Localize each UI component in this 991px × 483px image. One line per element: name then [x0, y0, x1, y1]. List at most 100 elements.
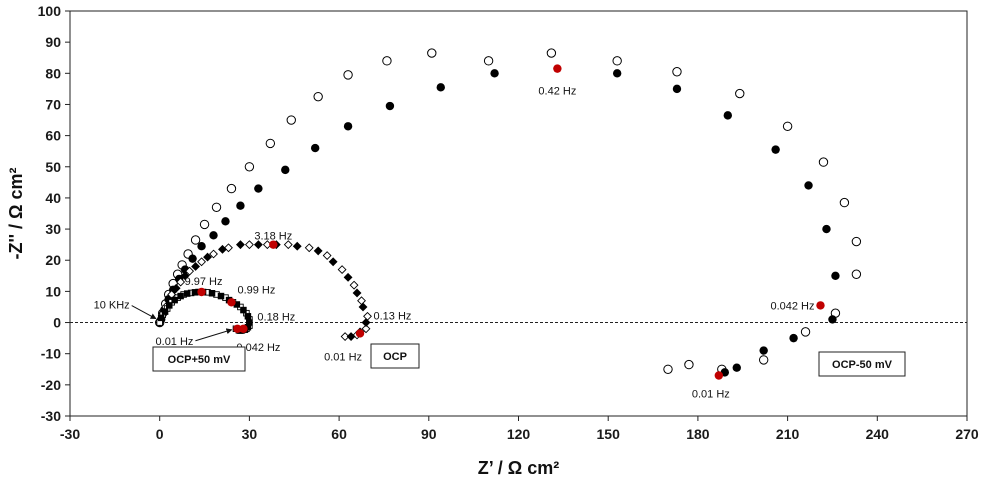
y-axis-ticks: -30 -20 -10 0 10 20 30 40 50 60 70 80 90 100 — [38, 3, 70, 424]
annotation-label: 0.42 Hz — [538, 86, 576, 98]
data-point-filled-diamond — [352, 288, 362, 298]
data-point-open-diamond — [197, 257, 206, 267]
data-point-open-diamond — [185, 266, 195, 276]
data-point-open-circle — [427, 48, 437, 58]
y-tick-label: 100 — [38, 3, 62, 19]
annotation-label: 0.13 Hz — [374, 310, 412, 322]
arrow-10khz — [131, 305, 157, 320]
y-tick-label: 0 — [53, 315, 61, 331]
data-point-filled-circle — [281, 165, 290, 175]
data-point-filled-diamond — [346, 332, 356, 341]
data-point-filled-square — [157, 314, 165, 322]
data-point-filled-diamond — [358, 302, 368, 312]
data-point-open-diamond — [357, 296, 366, 306]
y-tick-label: 80 — [45, 65, 61, 81]
data-point-filled-circle — [771, 145, 780, 154]
data-point-filled-square — [161, 308, 169, 315]
data-point-open-circle — [782, 121, 793, 131]
condition-box — [152, 346, 246, 372]
x-tick-label: 210 — [776, 426, 800, 442]
data-point-open-diamond — [322, 251, 332, 260]
data-point-filled-square — [244, 313, 252, 320]
annotation-label: 9.97 Hz — [185, 276, 223, 288]
data-point-filled-circle — [789, 333, 798, 343]
data-point-filled-circle — [385, 101, 395, 111]
data-point-filled-circle — [236, 201, 245, 210]
data-point-filled-circle — [490, 69, 499, 78]
data-point-open-diamond — [209, 249, 218, 259]
data-point-filled-diamond — [313, 246, 323, 256]
y-axis-title: -Z'' / Ω cm² — [6, 167, 26, 259]
data-point-filled-diamond — [292, 241, 302, 251]
data-point-red-dot — [269, 240, 278, 249]
condition-box-label: OCP+50 mV — [168, 354, 231, 366]
data-point-filled-circle — [254, 184, 263, 193]
data-point-open-circle — [758, 355, 769, 365]
annotation-label: 3.18 Hz — [254, 231, 292, 243]
data-point-red-dot — [227, 298, 236, 307]
data-point-red-dot — [714, 371, 724, 380]
data-point-open-diamond — [337, 265, 347, 275]
data-point-filled-diamond — [180, 271, 190, 281]
y-tick-label: -20 — [41, 377, 61, 393]
data-point-filled-diamond — [218, 244, 227, 254]
annotation-label: 0.18 Hz — [257, 311, 295, 323]
data-point-open-diamond — [176, 277, 186, 287]
data-point-filled-square — [171, 296, 178, 304]
data-point-open-diamond — [283, 240, 293, 250]
data-point-open-circle — [684, 359, 694, 370]
data-point-filled-square — [177, 292, 184, 300]
data-point-filled-circle — [209, 231, 218, 240]
data-point-open-circle — [199, 219, 210, 230]
data-point-open-circle — [226, 183, 237, 194]
x-tick-label: 30 — [242, 426, 258, 442]
condition-box — [370, 343, 420, 369]
data-point-open-diamond — [361, 324, 371, 334]
annotation-label: 0.042 Hz — [770, 300, 814, 312]
data-point-filled-circle — [804, 181, 813, 190]
arrow-001hz — [195, 328, 233, 342]
annotation-label: 10 KHz — [94, 300, 130, 312]
annotation-label: 0.99 Hz — [237, 284, 275, 296]
data-markers — [155, 48, 862, 380]
data-point-filled-diamond — [191, 262, 201, 271]
y-tick-label: -30 — [41, 408, 61, 424]
data-point-filled-diamond — [361, 318, 371, 327]
data-point-open-circle — [313, 91, 323, 102]
data-point-filled-diamond — [171, 283, 181, 293]
frequency-annotations: 0.42 Hz 0.042 Hz 0.01 Hz 3.18 Hz 0.13 Hz 0.01… — [94, 86, 815, 401]
data-point-filled-circle — [828, 315, 837, 324]
data-point-filled-circle — [759, 346, 768, 355]
data-point-open-circle — [851, 236, 862, 247]
data-point-filled-diamond — [343, 272, 353, 282]
data-point-filled-square — [183, 290, 191, 297]
data-point-filled-circle — [310, 143, 320, 153]
data-point-open-circle — [672, 67, 682, 77]
x-tick-label: 90 — [421, 426, 437, 442]
data-point-filled-circle — [436, 83, 445, 92]
y-tick-label: 90 — [45, 34, 61, 50]
data-point-open-circle — [382, 56, 392, 66]
data-point-open-circle — [286, 115, 296, 125]
data-point-filled-circle — [822, 224, 831, 234]
condition-labels: OCP+50 mV OCP OCP-50 mV — [152, 343, 906, 377]
condition-box-label: OCP — [383, 351, 407, 363]
data-point-filled-diamond — [203, 252, 212, 262]
x-axis-ticks: -30 0 30 60 90 120 150 180 210 240 270 — [60, 416, 979, 442]
data-point-filled-square — [240, 306, 247, 314]
data-point-open-diamond — [340, 332, 350, 341]
condition-box-label: OCP-50 mV — [832, 359, 893, 371]
y-tick-label: 10 — [45, 283, 61, 299]
data-point-open-circle — [211, 202, 222, 212]
data-point-filled-circle — [612, 69, 622, 78]
data-point-open-circle — [190, 235, 201, 245]
data-point-open-circle — [244, 162, 255, 172]
data-point-filled-circle — [188, 254, 197, 263]
x-axis-title: Z’ / Ω cm² — [478, 458, 559, 478]
data-point-open-circle — [612, 56, 622, 66]
y-tick-label: 60 — [45, 128, 61, 144]
data-point-open-circle — [663, 364, 673, 374]
data-point-filled-square — [191, 289, 199, 296]
x-tick-label: 120 — [507, 426, 531, 442]
y-tick-label: 20 — [45, 252, 61, 268]
